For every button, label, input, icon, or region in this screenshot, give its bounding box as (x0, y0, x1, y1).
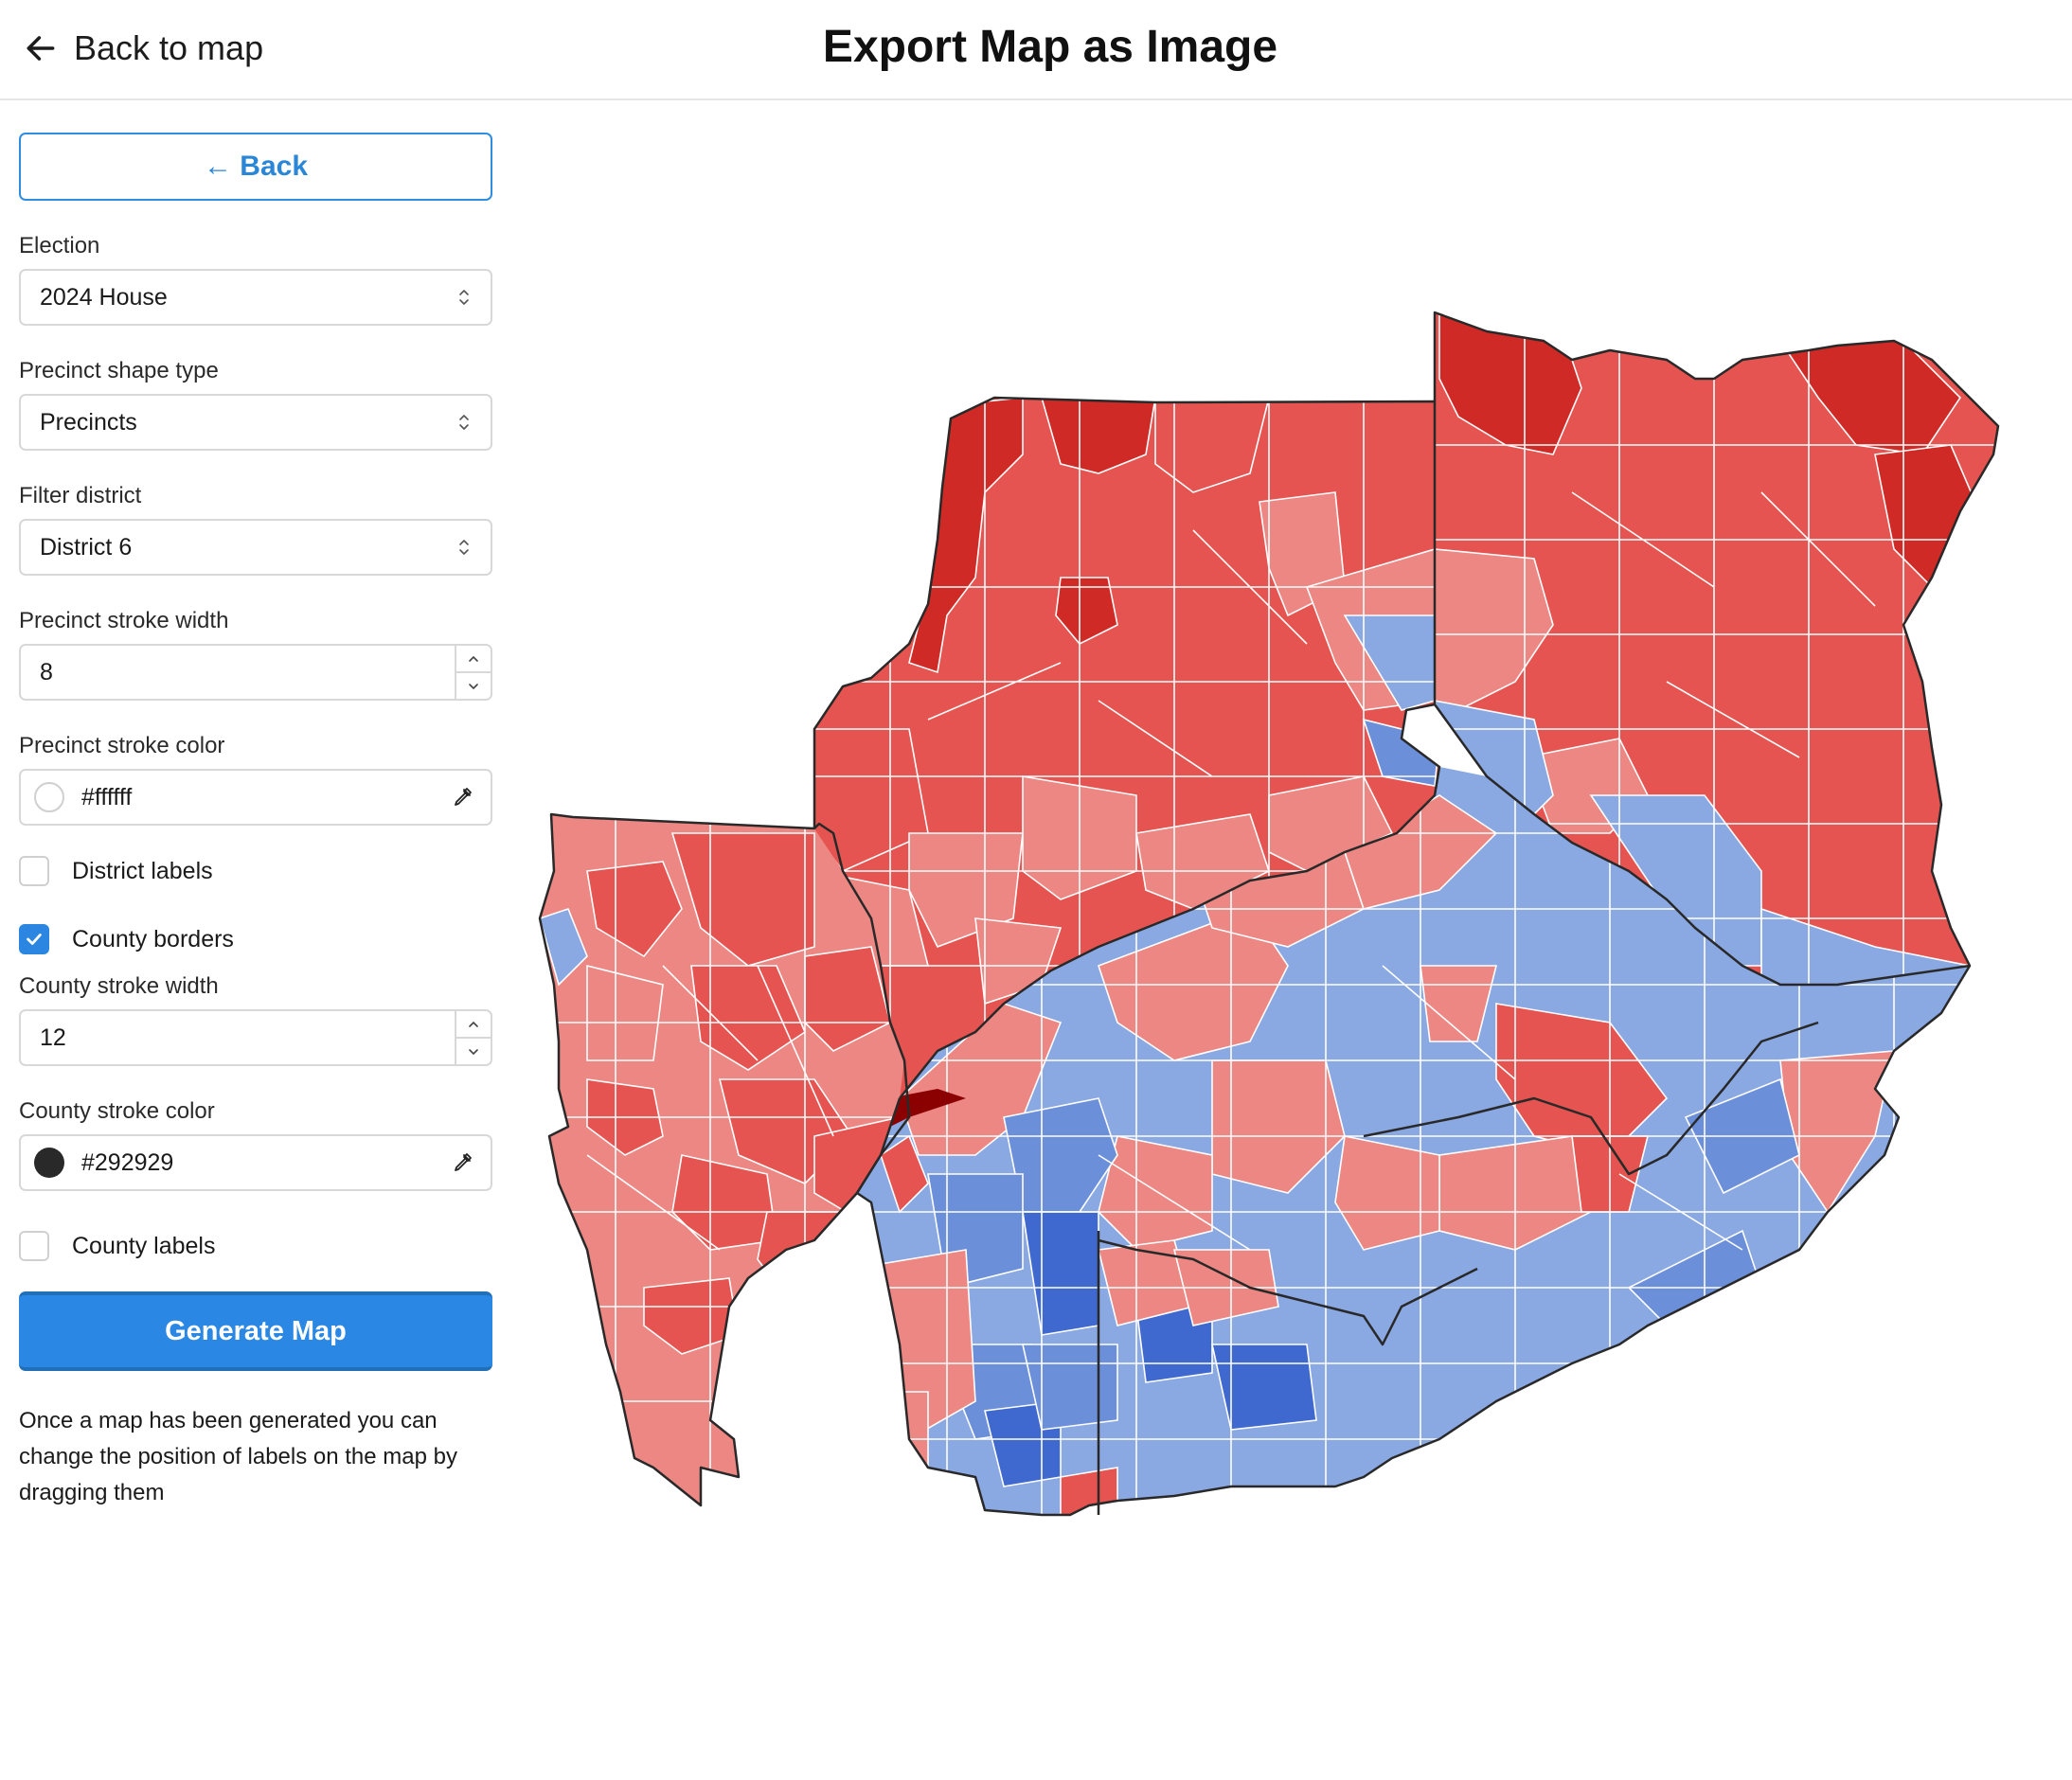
shape-type-label: Precinct shape type (19, 358, 219, 383)
county-stroke-color-label: County stroke color (19, 1098, 215, 1124)
precinct-color-swatch[interactable] (34, 782, 64, 812)
precinct-stroke-color-label: Precinct stroke color (19, 733, 225, 758)
back-button[interactable]: ← Back (19, 133, 492, 201)
shape-type-select[interactable]: Precincts (19, 394, 492, 451)
eyedropper-icon[interactable] (451, 786, 473, 809)
county-labels-label: County labels (72, 1232, 216, 1259)
precinct-stroke-color-input[interactable]: #ffffff (19, 769, 492, 826)
stepper-up-button[interactable] (456, 646, 491, 671)
district-filter-label: Filter district (19, 483, 142, 508)
stepper-down-button[interactable] (456, 1037, 491, 1064)
west-county-precincts (540, 814, 909, 1505)
county-stroke-width-stepper (455, 1011, 491, 1064)
eyedropper-icon[interactable] (451, 1151, 473, 1174)
chevron-updown-icon (459, 290, 469, 305)
county-stroke-color-value: #292929 (81, 1148, 174, 1176)
generate-hint-text: Once a map has been generated you can ch… (19, 1408, 457, 1505)
county-stroke-width-input[interactable]: 12 (19, 1009, 492, 1066)
county-borders-option[interactable]: County borders (19, 922, 492, 956)
checkmark-icon (27, 934, 42, 945)
district-filter-value: District 6 (40, 533, 133, 561)
back-to-map-link[interactable]: Back to map (23, 25, 263, 72)
precinct-stroke-width-stepper (455, 646, 491, 699)
top-bar: Back to map Export Map as Image (0, 0, 2072, 100)
generate-map-button[interactable]: Generate Map (19, 1291, 492, 1371)
generate-map-label: Generate Map (165, 1315, 347, 1346)
election-select[interactable]: 2024 House (19, 269, 492, 326)
precinct-stroke-width-label: Precinct stroke width (19, 608, 229, 633)
election-value: 2024 House (40, 283, 168, 311)
chevron-up-icon (469, 655, 478, 662)
county-borders-label: County borders (72, 925, 234, 952)
back-button-label: ← Back (203, 151, 309, 182)
election-label: Election (19, 233, 100, 258)
county-labels-checkbox[interactable] (19, 1231, 49, 1261)
district-labels-option[interactable]: District labels (19, 854, 492, 888)
settings-panel: ← Back Election 2024 House Precinct shap… (19, 133, 492, 1511)
precinct-stroke-color-value: #ffffff (81, 783, 133, 810)
county-labels-option[interactable]: County labels (19, 1229, 492, 1263)
county-borders (538, 311, 2000, 1517)
arrow-left-icon (27, 36, 55, 61)
precinct-stroke-width-input[interactable]: 8 (19, 644, 492, 701)
county-borders-checkbox[interactable] (19, 924, 49, 954)
precinct-stroke-width-value: 8 (40, 658, 53, 685)
county-stroke-width-label: County stroke width (19, 973, 219, 999)
chevron-down-icon (469, 1048, 478, 1055)
stepper-down-button[interactable] (456, 671, 491, 699)
chevron-up-icon (469, 1021, 478, 1027)
chevron-updown-icon (459, 540, 469, 555)
shape-type-value: Precincts (40, 408, 137, 436)
precinct-map (538, 311, 2000, 1517)
chevron-down-icon (469, 683, 478, 689)
county-stroke-width-value: 12 (40, 1024, 66, 1051)
district-filter-select[interactable]: District 6 (19, 519, 492, 576)
page-title: Export Map as Image (822, 22, 1278, 72)
back-to-map-label: Back to map (74, 28, 264, 67)
stepper-up-button[interactable] (456, 1011, 491, 1037)
county-stroke-color-input[interactable]: #292929 (19, 1134, 492, 1191)
chevron-updown-icon (459, 415, 469, 430)
district-labels-checkbox[interactable] (19, 856, 49, 886)
district-labels-label: District labels (72, 857, 213, 884)
county-color-swatch[interactable] (34, 1148, 64, 1178)
east-county-precincts (1435, 312, 1998, 985)
